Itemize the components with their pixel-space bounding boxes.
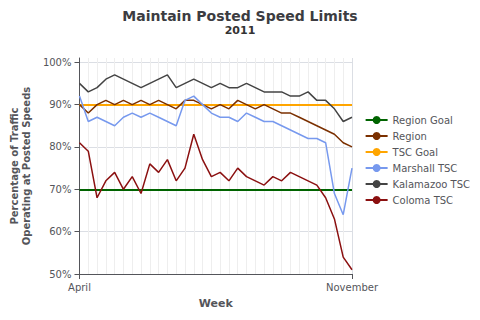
svg-text:Maintain Posted Speed Limits: Maintain Posted Speed Limits bbox=[122, 8, 357, 24]
svg-text:Operating at Posted Speeds: Operating at Posted Speeds bbox=[21, 87, 32, 246]
svg-text:2011: 2011 bbox=[225, 24, 256, 37]
svg-text:Week: Week bbox=[199, 297, 234, 310]
svg-text:70%: 70% bbox=[49, 184, 71, 195]
svg-text:Kalamazoo TSC: Kalamazoo TSC bbox=[393, 179, 470, 190]
svg-text:Marshall TSC: Marshall TSC bbox=[393, 163, 458, 174]
svg-text:TSC Goal: TSC Goal bbox=[392, 147, 438, 158]
svg-text:100%: 100% bbox=[43, 57, 72, 68]
svg-text:60%: 60% bbox=[49, 226, 71, 237]
svg-text:80%: 80% bbox=[49, 141, 71, 152]
svg-text:April: April bbox=[68, 282, 91, 293]
svg-text:Coloma TSC: Coloma TSC bbox=[393, 195, 454, 206]
svg-text:Region: Region bbox=[393, 131, 427, 142]
svg-text:50%: 50% bbox=[49, 269, 71, 280]
svg-text:Percentage of Traffic: Percentage of Traffic bbox=[9, 107, 20, 224]
svg-text:90%: 90% bbox=[49, 99, 71, 110]
svg-text:November: November bbox=[326, 282, 379, 293]
svg-text:Region Goal: Region Goal bbox=[393, 115, 453, 126]
